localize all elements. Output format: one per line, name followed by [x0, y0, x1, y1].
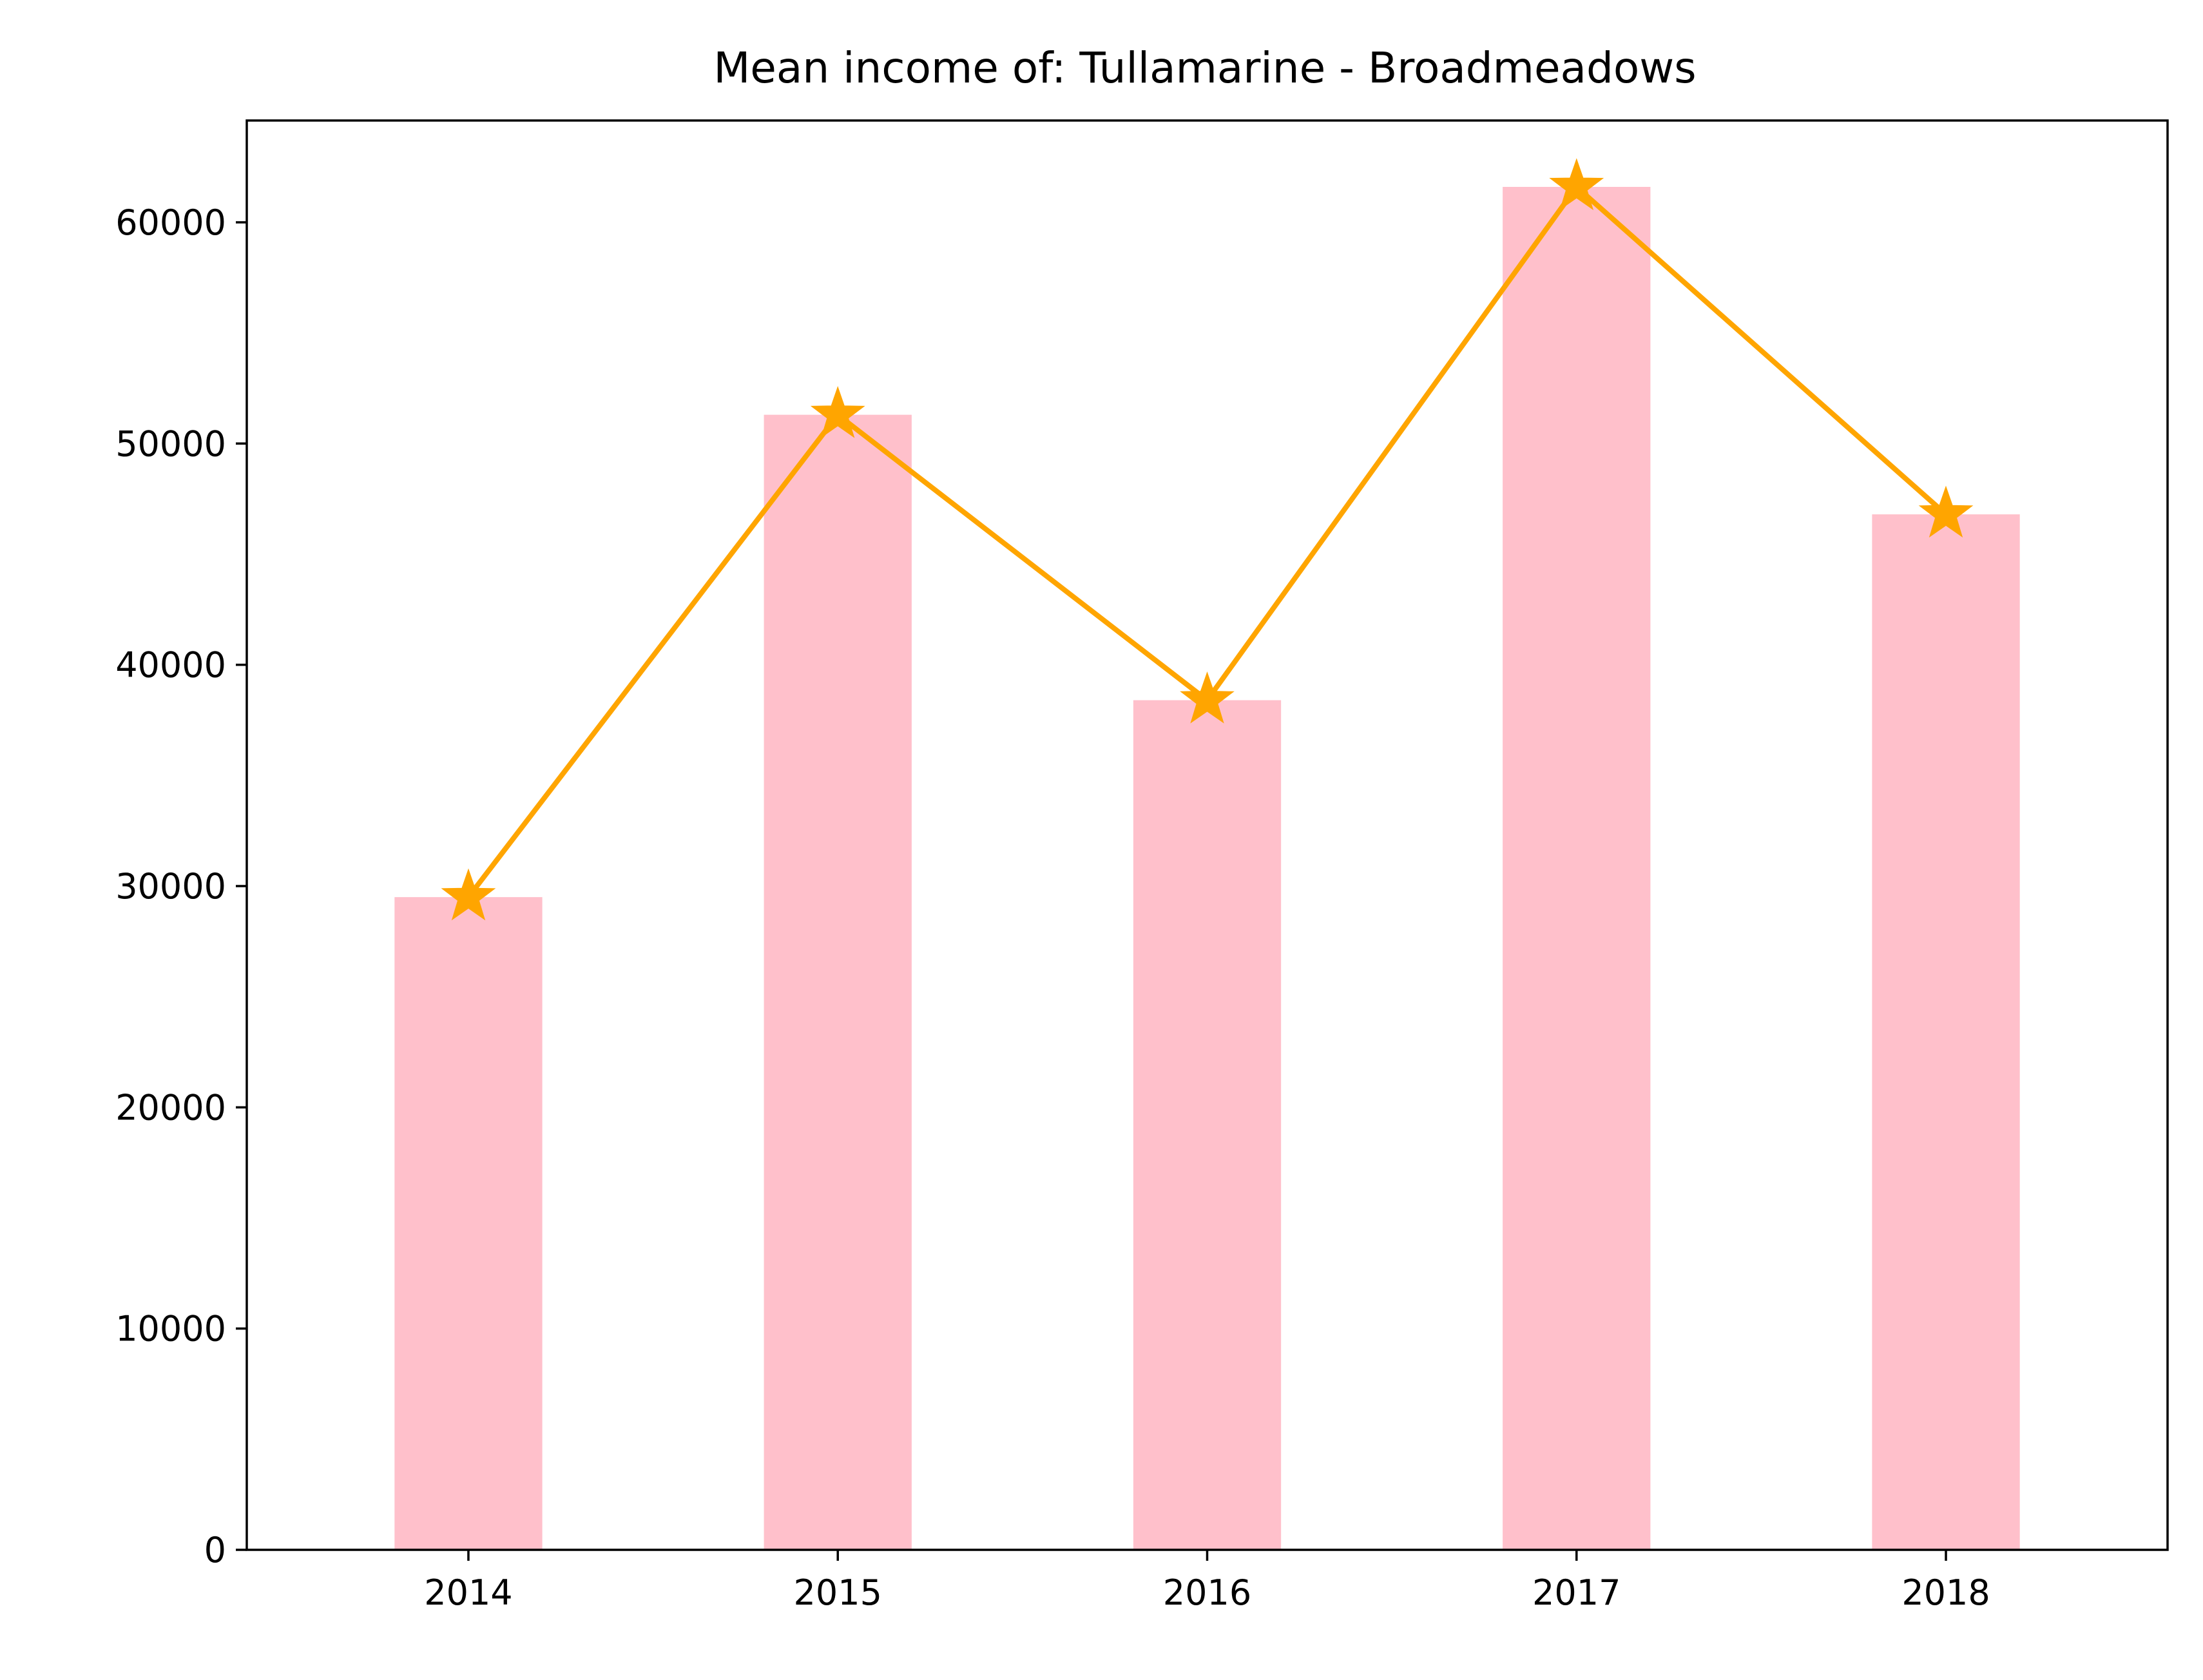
- y-tick-label: 0: [204, 1530, 226, 1570]
- point-marker-2014: [441, 868, 496, 921]
- y-tick-label: 20000: [115, 1087, 226, 1128]
- x-tick-label: 2017: [1532, 1572, 1621, 1613]
- point-marker-2017: [1549, 158, 1604, 211]
- bars-layer: [394, 187, 2020, 1550]
- bar-2018: [1872, 514, 2020, 1550]
- x-tick-label: 2018: [1901, 1572, 1990, 1613]
- point-marker-2016: [1180, 671, 1235, 724]
- y-tick-label: 10000: [115, 1309, 226, 1349]
- y-tick-label: 40000: [115, 645, 226, 686]
- x-tick-label: 2015: [794, 1572, 882, 1613]
- axes-layer: 0 10000 20000 30000 40000 50000 60000 2014 2015 2…: [115, 119, 2169, 1613]
- point-marker-2015: [810, 386, 865, 438]
- line-layer: [441, 158, 1974, 921]
- bar-2017: [1503, 187, 1651, 1550]
- y-tick-label: 50000: [115, 423, 226, 464]
- x-tick-label: 2014: [424, 1572, 512, 1613]
- bar-2014: [394, 897, 543, 1550]
- point-marker-2018: [1918, 485, 1974, 538]
- y-tick-label: 30000: [115, 866, 226, 907]
- x-tick-label: 2016: [1163, 1572, 1251, 1613]
- chart-title: Mean income of: Tullamarine - Broadmeado…: [713, 43, 1696, 93]
- bar-2015: [764, 414, 912, 1550]
- y-tick-label: 60000: [115, 202, 226, 243]
- bar-2016: [1133, 700, 1282, 1550]
